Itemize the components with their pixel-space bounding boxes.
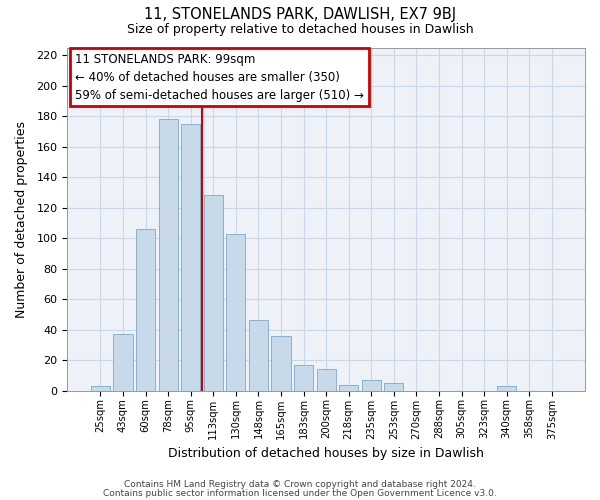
X-axis label: Distribution of detached houses by size in Dawlish: Distribution of detached houses by size … (168, 447, 484, 460)
Bar (91, 386, 110, 390)
Text: Size of property relative to detached houses in Dawlish: Size of property relative to detached ho… (127, 22, 473, 36)
Text: Contains HM Land Registry data © Crown copyright and database right 2024.: Contains HM Land Registry data © Crown c… (124, 480, 476, 489)
Y-axis label: Number of detached properties: Number of detached properties (15, 120, 28, 318)
Bar (271, 336, 290, 390)
Bar (226, 234, 245, 390)
Bar (317, 370, 336, 390)
Bar (158, 119, 178, 390)
Text: 11 STONELANDS PARK: 99sqm
← 40% of detached houses are smaller (350)
59% of semi: 11 STONELANDS PARK: 99sqm ← 40% of detac… (75, 52, 364, 102)
Bar (339, 384, 358, 390)
Bar (136, 229, 155, 390)
Text: Contains public sector information licensed under the Open Government Licence v3: Contains public sector information licen… (103, 488, 497, 498)
Text: 11, STONELANDS PARK, DAWLISH, EX7 9BJ: 11, STONELANDS PARK, DAWLISH, EX7 9BJ (144, 8, 456, 22)
Bar (249, 320, 268, 390)
Bar (384, 383, 403, 390)
Bar (181, 124, 200, 390)
Bar (203, 196, 223, 390)
Bar (497, 386, 517, 390)
Bar (294, 364, 313, 390)
Bar (362, 380, 381, 390)
Bar (113, 334, 133, 390)
